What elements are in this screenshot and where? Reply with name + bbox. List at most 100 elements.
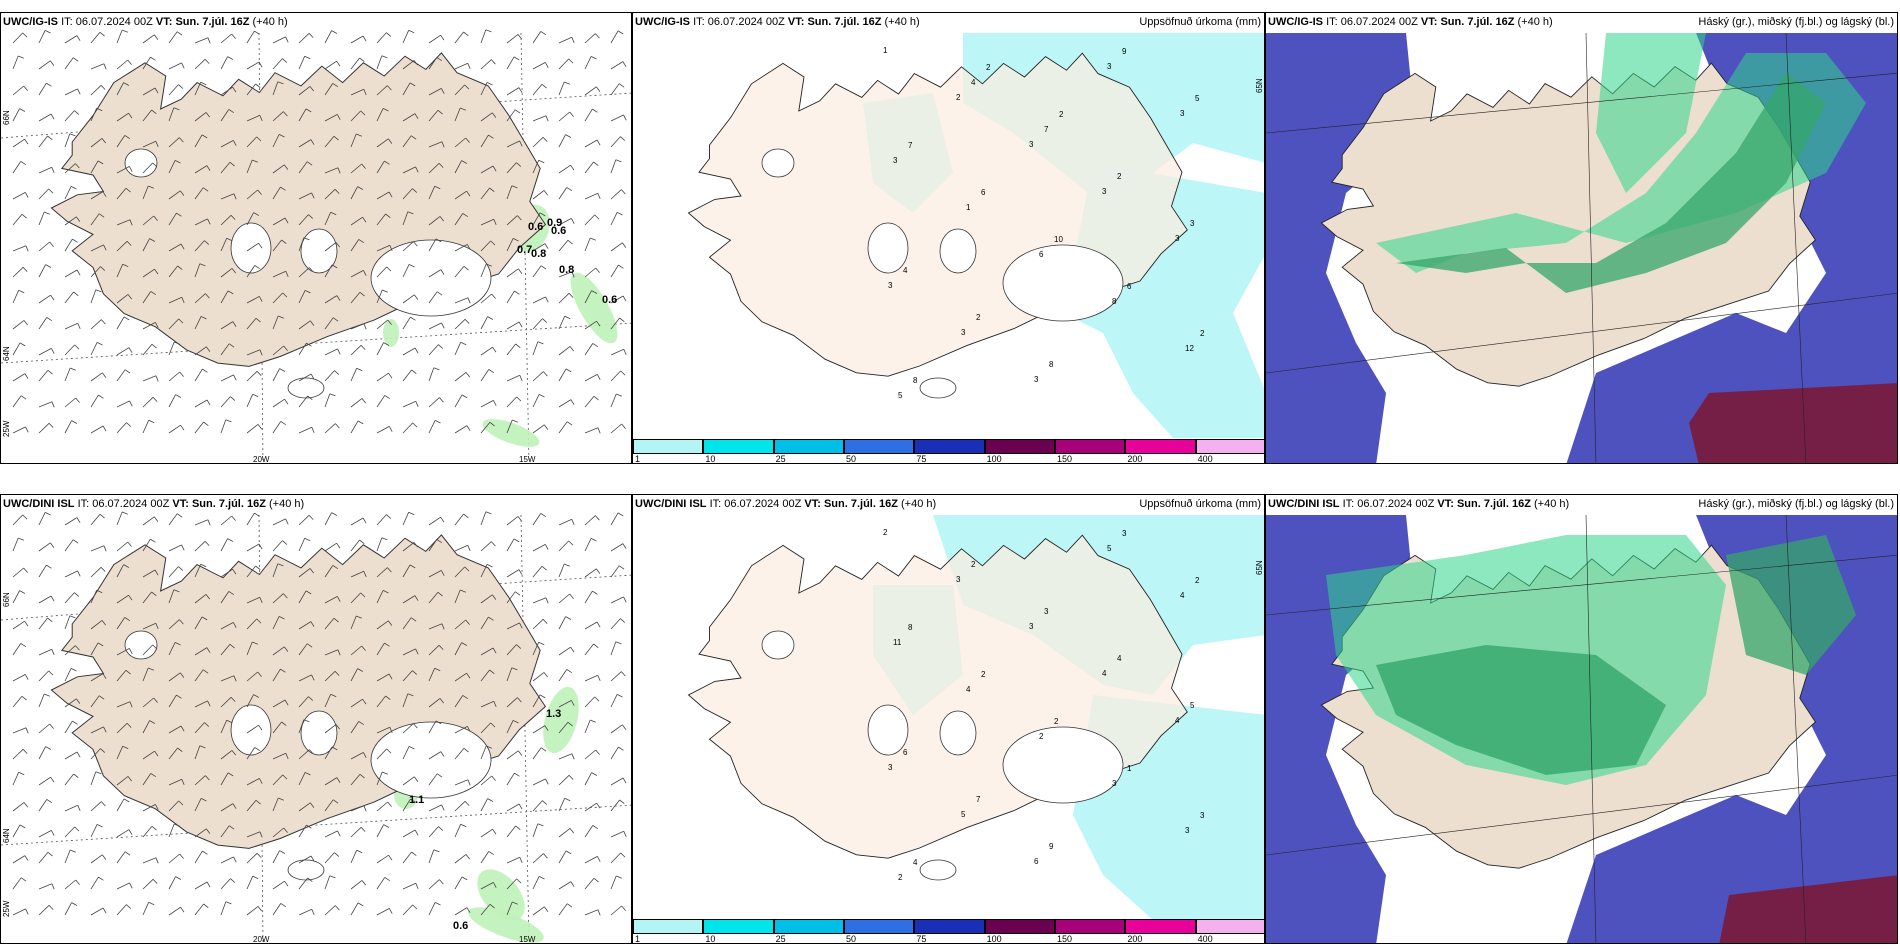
wind-barb	[220, 622, 234, 630]
wind-barb-flag	[437, 591, 443, 597]
wind-barb	[116, 904, 127, 916]
wind-barb-flag	[519, 622, 523, 629]
wind-barb-flag	[413, 723, 418, 729]
wind-barb-flag	[462, 213, 469, 218]
wind-barb	[246, 565, 256, 578]
wind-barb	[376, 824, 384, 838]
wind-barb	[454, 695, 464, 708]
wind-barb	[376, 748, 387, 760]
wind-barb	[90, 425, 104, 434]
precip-value-label: 4	[913, 858, 918, 867]
wind-barb	[142, 538, 151, 552]
wind-barb	[272, 36, 286, 44]
wind-barb-flag	[153, 34, 159, 40]
wind-barb	[350, 345, 362, 356]
wind-barb-flag	[100, 748, 106, 753]
lat-label: 65N	[1255, 78, 1264, 93]
wind-barb	[142, 622, 156, 630]
wind-barb	[558, 368, 567, 382]
precip-area	[482, 419, 540, 447]
wind-barb-flag	[181, 779, 185, 785]
wind-barb	[194, 368, 203, 382]
wind-barb-flag	[493, 882, 497, 888]
wind-barb-flag	[541, 83, 547, 89]
wind-barb	[116, 400, 130, 408]
wind-barb-flag	[308, 214, 314, 219]
wind-barb	[272, 292, 283, 304]
wind-barb	[298, 908, 312, 916]
wind-barb-flag	[150, 56, 156, 61]
wind-barb	[480, 647, 494, 656]
wind-barb	[194, 316, 202, 330]
wind-barb	[584, 290, 592, 304]
wind-barb	[168, 544, 182, 552]
wind-barb-flag	[543, 371, 548, 377]
wind-barb-flag	[206, 399, 211, 406]
precip-area	[543, 686, 579, 754]
wind-barb	[64, 216, 77, 226]
wind-barb	[142, 569, 156, 578]
wind-barb-flag	[44, 30, 51, 34]
wind-barb-flag	[463, 265, 469, 271]
wind-barb-flag	[155, 804, 159, 810]
wind-barb	[532, 725, 546, 734]
wind-barb	[480, 82, 488, 96]
wind-barb	[428, 720, 437, 734]
wind-barb	[584, 749, 596, 760]
wind-barb-flag	[461, 394, 468, 399]
wind-barb-flag	[73, 773, 79, 779]
wind-barb	[402, 422, 413, 434]
wind-barb	[402, 595, 416, 604]
wind-barb	[428, 592, 439, 604]
wind-barb-flag	[571, 218, 575, 224]
wind-barb	[220, 419, 227, 434]
wind-barb	[220, 290, 229, 304]
wind-barb-flag	[20, 161, 27, 166]
wind-barb-flag	[467, 297, 471, 304]
wind-barb	[480, 775, 492, 786]
wind-barb	[506, 109, 516, 122]
colorbar-label: 150	[1057, 454, 1073, 464]
wind-barb-flag	[311, 427, 315, 433]
wind-barb-flag	[409, 82, 416, 87]
wind-barb	[38, 852, 49, 864]
wind-barb-flag	[125, 187, 131, 193]
precip-value-label: 2	[981, 670, 986, 679]
precip-value-label: 2	[1054, 717, 1059, 726]
precip-value-label: 2	[1039, 732, 1044, 741]
wind-barb-flag	[383, 824, 390, 828]
wind-barb	[194, 293, 206, 304]
wind-barb-flag	[152, 644, 158, 650]
wind-barb-flag	[230, 215, 236, 220]
precip-map-panel-top: UWC/IG-IS IT: 06.07.2024 00Z VT: Sun. 7.…	[632, 12, 1265, 464]
wind-barb-flag	[47, 135, 53, 141]
precip-value-label: 2	[956, 93, 961, 102]
wind-barb-flag	[538, 394, 545, 398]
wind-barb-flag	[151, 825, 157, 831]
wind-barb	[532, 424, 545, 434]
wind-barb-flag	[279, 368, 286, 372]
wind-barb	[350, 163, 362, 174]
wind-barb	[142, 344, 153, 356]
wind-barb	[142, 667, 149, 682]
wind-barb-flag	[517, 516, 523, 522]
wind-barb	[220, 268, 233, 278]
wind-barb-flag	[282, 774, 288, 780]
wind-barb	[298, 426, 312, 434]
wind-barb	[142, 56, 151, 70]
wind-barb	[376, 877, 386, 890]
precip-value-label: 2	[971, 560, 976, 569]
wind-barb	[350, 270, 364, 278]
wind-barb-flag	[596, 320, 601, 327]
wind-barb-flag	[410, 798, 416, 803]
wind-barb-flag	[309, 320, 315, 326]
wind-barb-flag	[154, 268, 159, 275]
wind-barb	[376, 673, 390, 682]
wind-barb-flag	[621, 189, 626, 195]
wind-barb	[454, 394, 463, 408]
wind-barb-flag	[101, 620, 107, 626]
wind-barb	[532, 823, 539, 838]
wind-barb-flag	[336, 295, 341, 301]
wind-barb	[246, 778, 260, 786]
colorbar-segment	[914, 439, 985, 454]
